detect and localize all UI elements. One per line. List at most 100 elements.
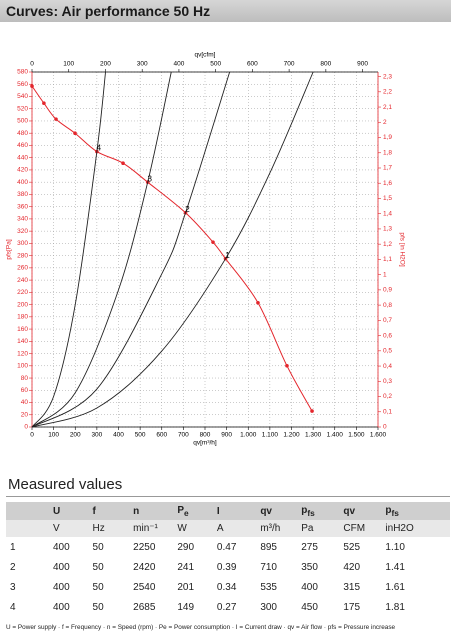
cell: 290 bbox=[177, 541, 195, 553]
cell: 400 bbox=[52, 541, 70, 553]
series-line bbox=[31, 85, 313, 412]
cell: 0.39 bbox=[216, 561, 237, 573]
y-tick-label: 140 bbox=[17, 338, 28, 345]
header-cell: pfs bbox=[297, 502, 340, 520]
cell: 1.61 bbox=[385, 581, 405, 593]
cell: 149 bbox=[177, 601, 195, 613]
y-tick-label: 520 bbox=[17, 105, 28, 112]
y-tick-label: 560 bbox=[17, 81, 28, 88]
unit-cell: A bbox=[212, 520, 257, 537]
header-cell: I bbox=[212, 502, 257, 520]
y-tick-label: 260 bbox=[17, 265, 28, 272]
point bbox=[73, 131, 77, 136]
y-tick-label: 220 bbox=[17, 289, 28, 296]
cell: 2250 bbox=[133, 541, 156, 553]
cell: 50 bbox=[92, 581, 104, 593]
x2-axis-label: qv[cfm] bbox=[195, 52, 216, 59]
y2-tick-label: 1,6 bbox=[383, 180, 392, 187]
symbol: P bbox=[177, 504, 185, 516]
cell: 350 bbox=[301, 561, 318, 573]
point bbox=[54, 117, 58, 121]
y2-tick-label: 0,2 bbox=[383, 393, 392, 400]
x2-tick-label: 100 bbox=[63, 61, 74, 68]
cell: 1.10 bbox=[385, 541, 405, 553]
y-axis-label: pfs[Pa] bbox=[6, 239, 13, 259]
cell: 275 bbox=[301, 541, 318, 553]
y-tick-label: 40 bbox=[21, 399, 29, 406]
cell: 0.34 bbox=[216, 581, 237, 593]
point bbox=[211, 240, 215, 244]
cell: 0.47 bbox=[216, 541, 237, 553]
x-tick-label: 700 bbox=[178, 432, 189, 439]
subscript: fs bbox=[391, 507, 399, 518]
cell: 400 bbox=[52, 601, 70, 613]
series-line bbox=[31, 71, 172, 428]
point bbox=[30, 84, 34, 88]
x-tick-label: 400 bbox=[113, 432, 124, 439]
y2-tick-label: 1,1 bbox=[383, 256, 392, 263]
header-cell: f bbox=[88, 502, 130, 520]
x-tick-label: 900 bbox=[221, 432, 232, 439]
y-tick-label: 400 bbox=[17, 179, 28, 186]
y2-tick-label: 2,1 bbox=[383, 104, 392, 111]
x-tick-label: 1.500 bbox=[348, 432, 365, 439]
data-row: 3 400 50 2540 201 0.34 535 400 315 1.61 bbox=[6, 577, 450, 597]
y2-tick-label: 1,7 bbox=[383, 165, 392, 172]
cell: 2420 bbox=[133, 561, 156, 573]
data-row: 1 400 50 2250 290 0.47 895 275 525 1.10 bbox=[6, 537, 450, 557]
cell: 400 bbox=[52, 581, 70, 593]
unit-cell: m³/h bbox=[256, 520, 298, 537]
y2-tick-label: 1 bbox=[383, 271, 387, 278]
y2-tick-label: 0,8 bbox=[383, 302, 392, 309]
header-cell bbox=[6, 502, 49, 520]
x-tick-label: 1.300 bbox=[305, 432, 322, 439]
cell: 535 bbox=[260, 581, 277, 593]
cell: 50 bbox=[92, 561, 104, 573]
series-line bbox=[31, 71, 314, 428]
y2-tick-label: 2,2 bbox=[383, 89, 392, 96]
header-cell: U bbox=[48, 502, 89, 520]
chart: 0 100 200 300 400 500 600 700 800 900 1.000 1.100 1.… bbox=[6, 52, 406, 447]
y2-tick-label: 0,7 bbox=[383, 317, 392, 324]
data-row: 2 400 50 2420 241 0.39 710 350 420 1.41 bbox=[6, 557, 450, 577]
y-tick-label: 580 bbox=[17, 69, 28, 76]
series-label: 4 bbox=[97, 144, 102, 153]
y2-tick-label: 2 bbox=[383, 119, 387, 126]
y2-tick-label: 0,4 bbox=[383, 363, 392, 370]
y2-tick-label: 0,6 bbox=[383, 332, 392, 339]
x2-tick-label: 600 bbox=[247, 61, 258, 68]
page-title: Curves: Air performance 50 Hz bbox=[6, 3, 211, 19]
unit-cell: min⁻¹ bbox=[129, 520, 174, 537]
y2-tick-label: 1,2 bbox=[383, 241, 392, 248]
header-cell: qv bbox=[339, 502, 382, 520]
cell: 0.27 bbox=[216, 601, 237, 613]
unit-cell: inH2O bbox=[381, 520, 450, 537]
title-bar: Curves: Air performance 50 Hz bbox=[0, 0, 451, 22]
cell: 241 bbox=[177, 561, 195, 573]
series-label: 1 bbox=[225, 251, 230, 260]
x-tick-label: 1.000 bbox=[240, 432, 257, 439]
header-cell: Pe bbox=[173, 502, 213, 520]
y2-tick-label: 0,9 bbox=[383, 287, 392, 294]
cell: 2685 bbox=[133, 601, 156, 613]
cell: 4 bbox=[10, 601, 16, 613]
unit-cell: V bbox=[48, 520, 89, 537]
x-tick-label: 1.400 bbox=[327, 432, 344, 439]
y-tick-label: 160 bbox=[17, 326, 28, 333]
x2-tick-label: 0 bbox=[30, 61, 34, 68]
y-tick-label: 480 bbox=[17, 130, 28, 137]
subscript: fs bbox=[307, 507, 315, 518]
y2-tick-label: 0 bbox=[383, 424, 387, 431]
y2-tick-label: 1,5 bbox=[383, 195, 392, 202]
y-tick-label: 340 bbox=[17, 216, 28, 223]
x2-tick-label: 200 bbox=[100, 61, 111, 68]
cell: 420 bbox=[343, 561, 361, 573]
x-tick-label: 0 bbox=[30, 432, 34, 439]
x-tick-label: 1.100 bbox=[262, 432, 279, 439]
y-tick-label: 420 bbox=[17, 167, 28, 174]
symbol: p bbox=[301, 504, 308, 516]
x-tick-label: 800 bbox=[200, 432, 211, 439]
y-tick-label: 0 bbox=[24, 424, 28, 431]
unit-cell: Hz bbox=[88, 520, 130, 537]
